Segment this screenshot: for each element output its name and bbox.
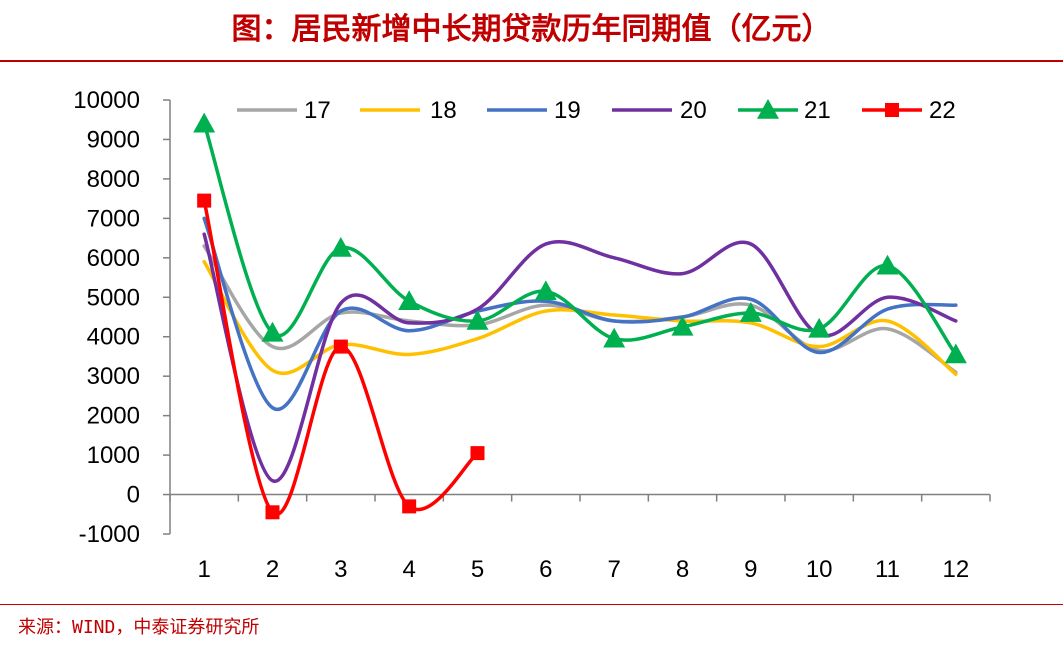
- series-group: [193, 112, 967, 520]
- x-tick-label: 11: [875, 556, 900, 583]
- x-tick-label: 9: [744, 556, 757, 583]
- data-point-22: [333, 339, 348, 354]
- legend-item-19: 19: [487, 97, 581, 124]
- y-tick-label: 9000: [87, 126, 140, 153]
- legend: 17 18 19 20 21 22: [237, 97, 956, 124]
- x-tick-label: 7: [607, 556, 620, 583]
- legend-item-18: 18: [360, 97, 457, 124]
- data-point-21: [876, 254, 899, 275]
- y-tick-label: 5000: [87, 284, 140, 311]
- series-21: [193, 112, 967, 364]
- x-tick-label: 10: [806, 556, 833, 583]
- y-tick-label: 6000: [87, 245, 140, 272]
- y-tick-label: 2000: [87, 403, 140, 430]
- x-tick-label: 6: [539, 556, 552, 583]
- data-point-21: [466, 309, 489, 330]
- data-point-22: [265, 505, 280, 520]
- x-tick-label: 8: [676, 556, 689, 583]
- legend-item-20: 20: [612, 97, 707, 124]
- data-point-21: [261, 321, 284, 342]
- x-tick-label: 2: [266, 556, 279, 583]
- series-line-19: [202, 216, 958, 412]
- y-tick-label: 8000: [87, 166, 140, 193]
- y-tick-label: 4000: [87, 324, 140, 351]
- y-tick-label: -1000: [79, 521, 140, 548]
- chart-title: 图：居民新增中长期贷款历年同期值（亿元）: [231, 12, 832, 47]
- y-tick-label: 3000: [87, 363, 140, 390]
- x-tick-label: 1: [197, 556, 210, 583]
- series-line-21: [202, 121, 958, 357]
- title-bar: 图：居民新增中长期贷款历年同期值（亿元）: [0, 0, 1063, 62]
- y-tick-label: 0: [127, 482, 140, 509]
- series-22: [197, 193, 485, 520]
- y-tick-label: 10000: [73, 87, 140, 114]
- legend-label: 19: [554, 97, 581, 124]
- data-point-21: [603, 327, 626, 348]
- data-point-21: [329, 236, 352, 257]
- data-point-21: [944, 343, 967, 364]
- series-19: [202, 216, 958, 412]
- legend-label: 21: [804, 97, 831, 124]
- y-tick-label: 1000: [87, 442, 140, 469]
- legend-item-21: 21: [738, 97, 831, 124]
- data-point-21: [808, 317, 831, 338]
- data-point-21: [739, 302, 762, 322]
- legend-marker: [757, 99, 779, 119]
- legend-label: 20: [680, 97, 707, 124]
- data-point-22: [197, 193, 212, 208]
- legend-label: 17: [304, 97, 331, 124]
- legend-label: 22: [929, 97, 956, 124]
- x-tick-label: 3: [334, 556, 347, 583]
- data-point-22: [470, 446, 485, 461]
- y-tick-label: 7000: [87, 205, 140, 232]
- data-point-21: [534, 280, 557, 301]
- x-tick-label: 4: [402, 556, 415, 583]
- data-point-21: [671, 315, 694, 336]
- data-point-21: [398, 290, 421, 311]
- series-18: [202, 260, 958, 376]
- x-tick-label: 5: [471, 556, 484, 583]
- series-line-18: [202, 260, 958, 376]
- legend-marker: [885, 103, 899, 117]
- footer-divider: [0, 604, 1063, 605]
- legend-label: 18: [430, 97, 457, 124]
- x-tick-label: 12: [942, 556, 969, 583]
- legend-item-17: 17: [237, 97, 331, 124]
- axes: -1000 0 1000 2000 3000 4000 5000 6000 7000 8000 90…: [73, 87, 991, 583]
- legend-item-22: 22: [862, 97, 956, 124]
- source-note: 来源：WIND，中泰证券研究所: [18, 617, 260, 638]
- data-point-22: [402, 499, 417, 514]
- data-point-21: [193, 112, 216, 133]
